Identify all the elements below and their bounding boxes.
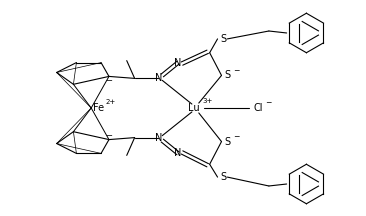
- Text: −: −: [105, 76, 112, 85]
- Text: N: N: [174, 58, 182, 68]
- Text: Cl: Cl: [253, 103, 262, 113]
- Text: N: N: [154, 73, 162, 83]
- Text: N: N: [154, 133, 162, 143]
- Text: N: N: [174, 148, 182, 158]
- Text: −: −: [265, 98, 271, 108]
- Text: −: −: [234, 66, 240, 75]
- Text: −: −: [105, 131, 112, 140]
- Text: −: −: [234, 132, 240, 141]
- Text: S: S: [224, 70, 231, 80]
- Text: 2+: 2+: [105, 99, 115, 105]
- Text: S: S: [220, 34, 227, 44]
- Text: Fe: Fe: [93, 103, 104, 113]
- Text: Lu: Lu: [188, 103, 200, 113]
- Text: 3+: 3+: [202, 98, 213, 104]
- Text: S: S: [220, 172, 227, 182]
- Text: S: S: [224, 137, 231, 147]
